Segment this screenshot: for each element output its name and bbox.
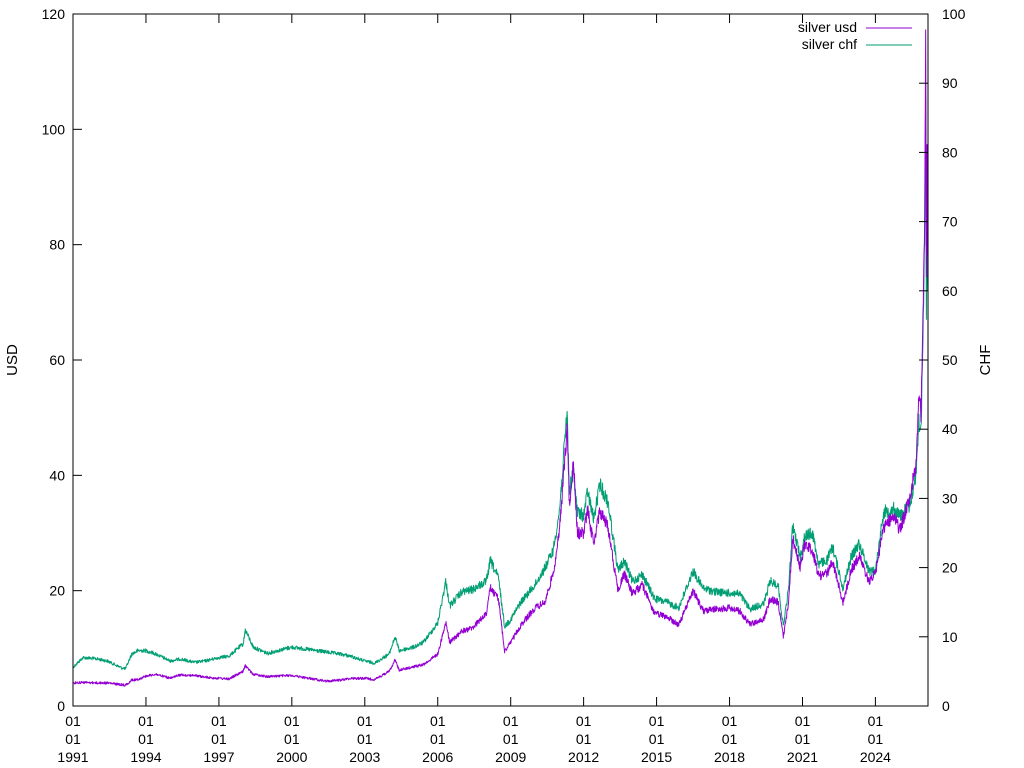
x-axis: 01 01 1991 01 01 1994 01 01 1997 01 01 2000 01 01 2003… [57, 14, 891, 765]
y2-tick-label: 80 [942, 144, 958, 160]
x-tick-label: 1994 [130, 749, 161, 765]
legend-label-silver-chf: silver chf [802, 36, 857, 52]
legend-label-silver-usd: silver usd [798, 19, 857, 35]
x-tick-label: 2000 [276, 749, 307, 765]
y2-tick-label: 40 [942, 421, 958, 437]
x-tick-label: 01 [65, 731, 81, 747]
x-tick-label: 2009 [495, 749, 526, 765]
y2-tick-label: 10 [942, 629, 958, 645]
x-tick-label: 01 [430, 713, 446, 729]
y-axis-left: 0 20 40 60 80 100 120 [42, 6, 82, 714]
x-tick-label: 01 [357, 713, 373, 729]
y2-tick-label: 70 [942, 214, 958, 230]
y-tick-label: 40 [49, 467, 65, 483]
x-tick-label: 2012 [568, 749, 599, 765]
y2-tick-label: 30 [942, 490, 958, 506]
x-tick-label: 01 [795, 731, 811, 747]
y2-tick-label: 100 [942, 6, 966, 22]
y-tick-label: 120 [42, 6, 66, 22]
x-tick-label: 1997 [203, 749, 234, 765]
y2-tick-label: 60 [942, 283, 958, 299]
x-tick-label: 2018 [714, 749, 745, 765]
x-tick-label: 01 [795, 713, 811, 729]
x-tick-label: 01 [430, 731, 446, 747]
x-tick-label: 01 [503, 731, 519, 747]
series-layer [72, 29, 929, 687]
x-tick-label: 01 [284, 731, 300, 747]
x-tick-label: 01 [722, 731, 738, 747]
y-tick-label: 0 [57, 698, 65, 714]
x-tick-label: 01 [211, 731, 227, 747]
x-tick-label: 01 [357, 731, 373, 747]
y-tick-label: 20 [49, 583, 65, 599]
x-tick-label: 01 [211, 713, 227, 729]
y2-tick-label: 50 [942, 352, 958, 368]
series-line-silver-usd [72, 29, 929, 687]
x-tick-label: 01 [868, 713, 884, 729]
y-tick-label: 80 [49, 237, 65, 253]
x-tick-label: 2021 [787, 749, 818, 765]
x-tick-label: 01 [503, 713, 519, 729]
y-tick-label: 100 [42, 121, 66, 137]
x-tick-label: 01 [576, 713, 592, 729]
x-tick-label: 2006 [422, 749, 453, 765]
x-tick-label: 01 [649, 731, 665, 747]
y-axis-right: 0 10 20 30 40 50 60 70 80 90 100 [919, 6, 966, 714]
x-tick-label: 01 [65, 713, 81, 729]
legend: silver usd silver chf [798, 19, 912, 52]
x-tick-label: 01 [722, 713, 738, 729]
x-tick-label: 01 [284, 713, 300, 729]
x-tick-label: 01 [576, 731, 592, 747]
x-tick-label: 2024 [860, 749, 891, 765]
x-tick-label: 01 [649, 713, 665, 729]
y2-tick-label: 0 [942, 698, 950, 714]
x-tick-label: 2015 [641, 749, 672, 765]
x-tick-label: 01 [138, 731, 154, 747]
series-line-silver-chf [72, 96, 929, 670]
x-tick-label: 2003 [349, 749, 380, 765]
x-tick-label: 1991 [57, 749, 88, 765]
y-tick-label: 60 [49, 352, 65, 368]
x-tick-label: 01 [138, 713, 154, 729]
x-tick-label: 01 [868, 731, 884, 747]
y-axis-title: USD [4, 344, 21, 376]
y2-axis-title: CHF [977, 345, 994, 376]
y2-tick-label: 90 [942, 75, 958, 91]
y2-tick-label: 20 [942, 560, 958, 576]
